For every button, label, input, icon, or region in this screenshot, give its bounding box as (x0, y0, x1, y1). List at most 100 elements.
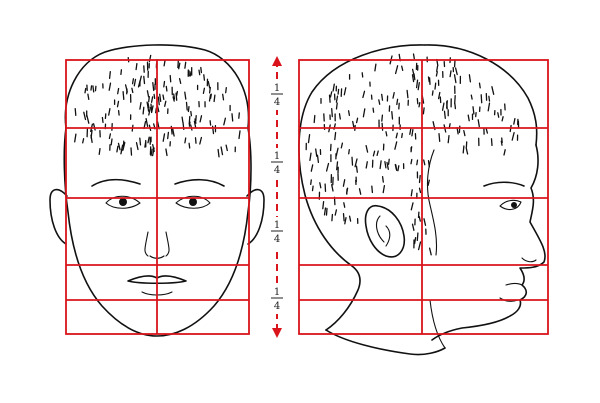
hair-stroke (130, 147, 133, 156)
fraction-1-denominator: 4 (274, 97, 280, 108)
hair-stroke (162, 94, 165, 101)
hair-stroke (131, 78, 135, 85)
hair-stroke (411, 128, 414, 137)
hair-stroke (385, 131, 388, 137)
hair-stroke (147, 136, 150, 144)
hair-stroke (343, 202, 346, 208)
side-hairline (426, 149, 438, 256)
hair-stroke (120, 69, 123, 76)
hair-stroke (351, 156, 354, 166)
hair-stroke (173, 93, 176, 100)
hair-stroke (465, 147, 469, 155)
hair-stroke (131, 87, 134, 94)
hair-stroke (381, 114, 384, 122)
hair-stroke (200, 66, 203, 74)
hair-stroke (447, 134, 450, 144)
hair-stroke (310, 164, 314, 172)
hair-stroke (352, 120, 355, 128)
front-face-outline (63, 127, 252, 337)
hair-stroke (446, 100, 448, 109)
hair-stroke (92, 85, 95, 93)
hair-stroke (74, 107, 77, 116)
hair-stroke (411, 223, 415, 231)
side-proportion-grid (298, 59, 549, 335)
hair-stroke (422, 107, 425, 115)
hair-stroke (207, 80, 211, 89)
front-proportion-grid (65, 59, 250, 335)
hair-stroke (163, 80, 166, 88)
hair-stroke (322, 201, 325, 210)
hair-stroke (178, 62, 181, 70)
hair-stroke (338, 113, 341, 120)
hair-stroke (336, 161, 339, 171)
hair-stroke (355, 165, 358, 173)
hair-stroke (328, 94, 331, 103)
hair-stroke (116, 145, 119, 153)
front-right-eyebrow (174, 178, 225, 187)
hair-stroke (144, 141, 147, 148)
hair-stroke (225, 144, 228, 152)
hair-stroke (188, 142, 191, 149)
hair-stroke (334, 209, 338, 216)
hair-stroke (203, 74, 206, 81)
hair-stroke (362, 90, 366, 99)
hair-stroke (411, 74, 415, 83)
hair-stroke (454, 94, 456, 105)
hair-stroke (108, 108, 111, 116)
hair-stroke (418, 187, 422, 194)
hair-stroke (90, 134, 93, 144)
hair-stroke (497, 112, 500, 118)
hair-stroke (137, 80, 141, 88)
hair-stroke (381, 176, 384, 183)
hair-stroke (477, 119, 480, 128)
hair-stroke (335, 95, 339, 103)
hair-stroke (387, 158, 390, 165)
hair-stroke (189, 71, 192, 77)
hair-stroke (194, 137, 197, 144)
hair-stroke (372, 107, 375, 113)
hair-stroke (491, 86, 495, 95)
side-eye-pupil (511, 202, 517, 208)
side-head-back-outline (298, 44, 426, 331)
hair-stroke (238, 130, 241, 140)
hair-stroke (344, 217, 347, 225)
hair-stroke (500, 140, 503, 146)
hair-stroke (98, 147, 101, 156)
hair-stroke (147, 102, 150, 108)
hair-stroke (413, 236, 417, 245)
hair-stroke (434, 82, 437, 90)
hair-stroke (108, 133, 112, 140)
hair-stroke (117, 142, 121, 151)
hair-stroke (417, 82, 420, 91)
hair-stroke (361, 72, 364, 78)
hair-stroke (135, 62, 138, 71)
hair-stroke (147, 106, 150, 112)
hair-stroke (417, 241, 422, 251)
hair-stroke (480, 94, 483, 104)
hair-stroke (449, 70, 452, 78)
hair-stroke (157, 96, 160, 106)
hair-stroke (501, 116, 504, 122)
hair-stroke (143, 75, 146, 85)
hair-stroke (159, 93, 162, 103)
hair-stroke (90, 85, 93, 91)
hair-stroke (331, 184, 334, 192)
side-face-profile (431, 144, 546, 341)
hair-stroke (488, 95, 491, 102)
hair-stroke (202, 87, 206, 95)
hair-stroke (412, 53, 415, 60)
front-hair-outline (64, 44, 250, 129)
hair-stroke (427, 179, 430, 187)
hair-stroke (423, 218, 427, 226)
hair-stroke (454, 67, 458, 76)
hair-stroke (463, 129, 466, 137)
hair-stroke (178, 77, 182, 85)
hair-stroke (172, 96, 175, 102)
side-head-top-outline (424, 44, 538, 146)
hair-stroke (428, 247, 432, 256)
hair-stroke (347, 110, 351, 117)
hair-stroke (332, 83, 335, 92)
hair-stroke (416, 232, 419, 242)
hair-stroke (84, 87, 87, 94)
